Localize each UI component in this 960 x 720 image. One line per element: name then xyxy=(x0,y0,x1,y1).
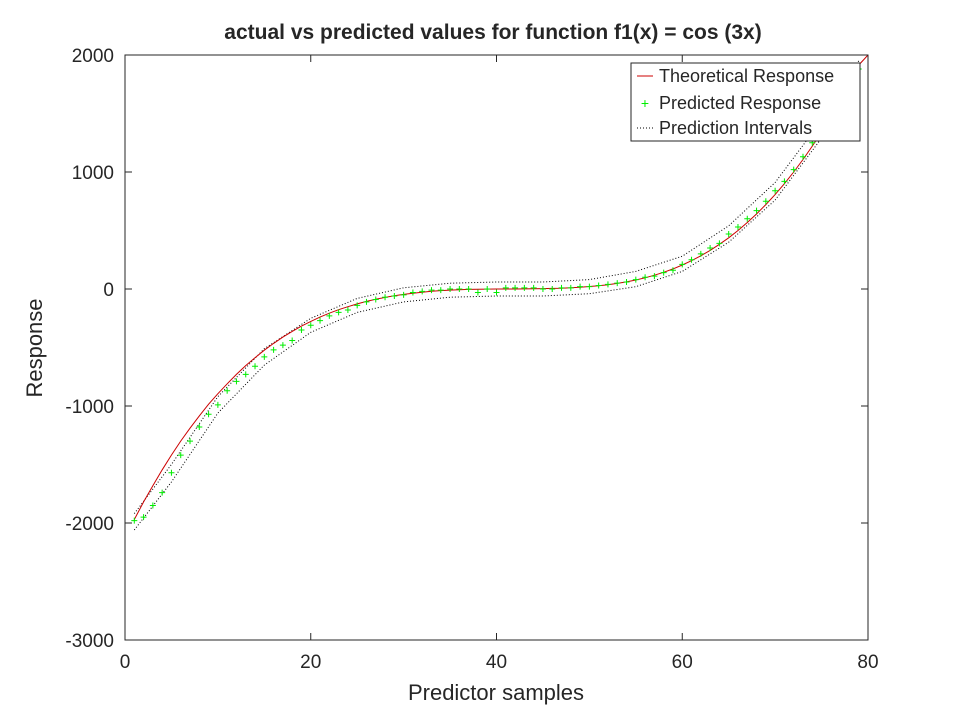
predicted-point xyxy=(437,287,444,294)
theoretical-response-line xyxy=(133,55,868,520)
predicted-point xyxy=(363,298,370,305)
predicted-point xyxy=(595,282,602,289)
predicted-point xyxy=(140,514,147,521)
predicted-point xyxy=(790,166,797,173)
y-tick-label: -3000 xyxy=(65,631,114,652)
predicted-point xyxy=(382,294,389,301)
x-tick-label: 40 xyxy=(486,652,507,673)
legend: Theoretical Response + Predicted Respons… xyxy=(630,62,861,142)
predicted-point xyxy=(465,286,472,292)
predicted-point xyxy=(317,317,324,324)
predicted-point xyxy=(567,284,574,291)
predicted-point xyxy=(391,293,398,300)
predicted-point xyxy=(474,289,481,296)
predicted-point xyxy=(512,284,519,291)
predicted-point xyxy=(233,378,240,385)
legend-intervals-label: Prediction Intervals xyxy=(659,118,812,138)
predicted-point xyxy=(428,287,435,294)
predicted-point xyxy=(623,278,630,285)
predicted-point xyxy=(632,276,639,283)
predicted-point xyxy=(289,337,296,344)
predicted-point xyxy=(149,502,156,509)
legend-theoretical-label: Theoretical Response xyxy=(659,66,834,86)
y-tick-label: 0 xyxy=(103,280,114,301)
legend-predicted-label: Predicted Response xyxy=(659,93,821,113)
chart-title: actual vs predicted values for function … xyxy=(224,21,761,44)
predicted-point xyxy=(651,273,658,280)
predicted-point xyxy=(799,153,806,160)
predicted-point xyxy=(521,284,528,291)
predicted-point xyxy=(409,289,416,296)
predicted-point xyxy=(447,286,454,292)
predicted-point xyxy=(753,207,760,214)
y-tick-label: -1000 xyxy=(65,397,114,418)
x-tick-label: 80 xyxy=(857,652,878,673)
predicted-point xyxy=(725,231,732,238)
predicted-point xyxy=(549,286,556,292)
x-tick-label: 0 xyxy=(120,652,131,673)
predicted-point xyxy=(484,286,491,292)
predicted-point xyxy=(344,307,351,314)
predicted-point xyxy=(734,223,741,230)
predicted-point xyxy=(614,280,621,287)
x-tick-label: 20 xyxy=(300,652,321,673)
predicted-point xyxy=(604,281,611,288)
legend-box xyxy=(630,62,861,142)
predicted-point xyxy=(400,291,407,298)
y-tick-label: 2000 xyxy=(72,46,114,67)
predicted-point xyxy=(688,256,695,263)
predicted-point xyxy=(772,187,779,194)
predicted-point xyxy=(781,178,788,185)
predicted-point xyxy=(539,286,546,292)
plot-area xyxy=(131,55,868,531)
predicted-point xyxy=(493,289,500,296)
x-tick-label: 60 xyxy=(672,652,693,673)
predicted-point xyxy=(196,424,203,431)
predicted-point xyxy=(669,267,676,274)
legend-predicted-sample: + xyxy=(641,95,649,111)
y-tick-label: 1000 xyxy=(72,163,114,184)
predicted-point xyxy=(242,371,249,378)
predicted-point xyxy=(707,245,714,252)
axes: 0 20 40 60 80 -3000 -2000 -1000 0 1000 2000 xyxy=(65,46,878,673)
predicted-point xyxy=(502,284,509,291)
predicted-point xyxy=(214,401,221,408)
predicted-point xyxy=(307,322,314,329)
predicted-point xyxy=(354,302,361,309)
predicted-point xyxy=(177,452,184,459)
interval-lower-line xyxy=(133,76,860,531)
predicted-point xyxy=(642,274,649,281)
predicted-point xyxy=(762,198,769,205)
predicted-point xyxy=(744,215,751,222)
predicted-point xyxy=(279,342,286,349)
predicted-point xyxy=(530,284,537,291)
predicted-point xyxy=(205,411,212,418)
predicted-point xyxy=(168,469,175,476)
predicted-point xyxy=(261,353,268,360)
predicted-point xyxy=(224,387,231,394)
predicted-point xyxy=(252,363,259,370)
predicted-point xyxy=(187,438,194,445)
predicted-point xyxy=(586,283,593,290)
predicted-point xyxy=(716,240,723,247)
predicted-point xyxy=(159,489,166,496)
predicted-point xyxy=(131,517,138,524)
predicted-point xyxy=(558,284,565,291)
predicted-point xyxy=(372,296,379,303)
y-axis-label: Response xyxy=(22,298,47,397)
plot-series xyxy=(131,55,868,531)
predicted-point xyxy=(679,261,686,268)
predicted-point xyxy=(456,286,463,292)
predicted-point xyxy=(270,346,277,353)
predicted-point xyxy=(697,250,704,257)
predicted-point xyxy=(335,309,342,316)
predicted-point xyxy=(326,312,333,319)
x-axis-label: Predictor samples xyxy=(408,680,584,705)
y-tick-label: -2000 xyxy=(65,514,114,535)
predicted-point xyxy=(419,288,426,295)
predicted-point xyxy=(577,283,584,290)
predicted-point xyxy=(298,326,305,333)
predicted-point xyxy=(660,269,667,276)
